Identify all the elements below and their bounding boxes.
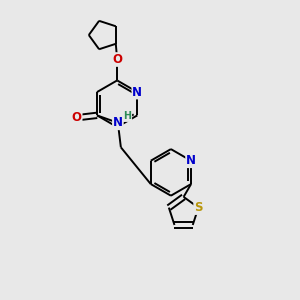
Text: N: N (132, 85, 142, 99)
Text: N: N (186, 154, 196, 167)
Text: O: O (112, 53, 122, 66)
Text: S: S (194, 201, 202, 214)
Text: O: O (72, 111, 82, 124)
Text: N: N (113, 116, 123, 129)
Text: H: H (123, 111, 131, 121)
